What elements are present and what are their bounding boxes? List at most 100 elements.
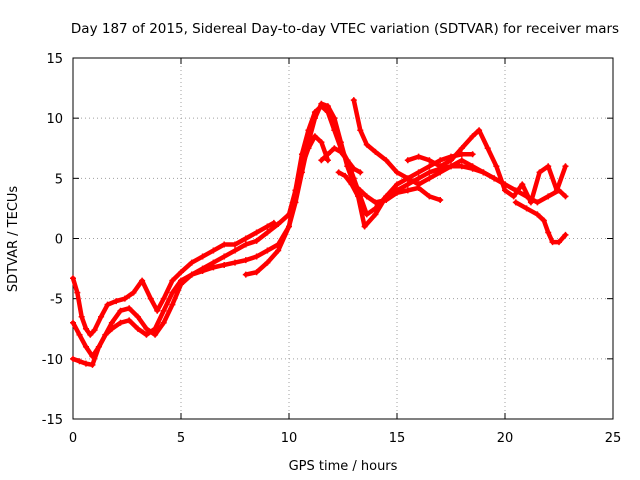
data-point xyxy=(404,175,411,182)
data-point xyxy=(70,275,76,282)
y-tick-label: -5 xyxy=(50,293,63,308)
data-point xyxy=(311,115,318,122)
data-point xyxy=(87,331,94,338)
data-point xyxy=(108,325,115,332)
data-point xyxy=(178,277,184,284)
y-tick-label: -15 xyxy=(42,413,63,428)
data-point xyxy=(113,298,120,305)
data-point xyxy=(527,199,534,206)
data-point xyxy=(108,319,115,326)
data-point xyxy=(523,205,530,212)
data-point xyxy=(117,307,124,314)
y-tick-label: 15 xyxy=(46,52,63,67)
data-point xyxy=(152,325,159,332)
data-point xyxy=(160,307,167,314)
data-point xyxy=(493,163,500,170)
data-point xyxy=(117,319,124,326)
data-point xyxy=(331,145,338,152)
data-point xyxy=(469,133,476,140)
data-point xyxy=(383,157,390,164)
data-point xyxy=(458,145,465,152)
data-point xyxy=(448,163,454,170)
data-point xyxy=(562,231,569,238)
data-point xyxy=(147,295,154,302)
data-point xyxy=(70,355,76,362)
data-point xyxy=(70,319,76,326)
y-tick-label: 0 xyxy=(55,233,63,248)
data-point xyxy=(426,163,433,170)
data-point xyxy=(91,326,98,333)
data-point xyxy=(426,157,433,164)
y-axis-label: SDTVAR / TECUs xyxy=(6,186,21,293)
data-point xyxy=(292,199,299,206)
data-point xyxy=(318,157,325,164)
data-point xyxy=(534,199,541,206)
data-point xyxy=(253,229,260,236)
data-point xyxy=(458,163,465,170)
data-point xyxy=(476,127,483,134)
series-track-8 xyxy=(404,127,569,206)
data-point xyxy=(253,269,260,276)
data-point xyxy=(210,264,217,271)
data-point xyxy=(394,169,400,176)
data-point xyxy=(519,181,526,188)
data-point xyxy=(286,223,292,230)
data-point xyxy=(348,181,355,188)
data-point xyxy=(562,193,569,200)
data-point xyxy=(264,247,271,254)
x-tick-label: 15 xyxy=(389,431,406,446)
data-point xyxy=(188,271,195,278)
data-point xyxy=(221,253,228,260)
series-line xyxy=(243,101,443,277)
x-tick-label: 10 xyxy=(281,431,298,446)
data-point xyxy=(324,103,331,110)
data-point xyxy=(415,153,422,160)
data-point xyxy=(95,343,102,350)
data-point xyxy=(242,235,249,242)
data-point xyxy=(221,261,228,268)
data-point xyxy=(298,169,305,176)
data-point xyxy=(78,313,85,320)
data-point xyxy=(344,157,351,164)
data-point xyxy=(372,199,379,206)
data-point xyxy=(350,175,357,182)
data-point xyxy=(536,169,543,176)
data-point xyxy=(335,169,342,176)
data-point xyxy=(264,259,271,266)
data-point xyxy=(415,169,422,176)
data-point xyxy=(545,163,552,170)
data-point xyxy=(357,169,364,176)
data-point xyxy=(437,196,444,203)
data-point xyxy=(232,241,238,248)
data-point xyxy=(253,237,260,244)
data-point xyxy=(232,259,238,266)
data-point xyxy=(199,253,206,260)
data-point xyxy=(556,239,562,246)
data-point xyxy=(363,141,370,148)
data-point xyxy=(143,325,150,332)
data-point xyxy=(160,319,167,326)
data-point xyxy=(199,267,206,274)
data-point xyxy=(394,181,400,188)
data-point xyxy=(139,277,146,284)
x-tick-label: 5 xyxy=(177,431,185,446)
x-tick-label: 20 xyxy=(497,431,514,446)
data-point xyxy=(337,139,344,146)
data-point xyxy=(82,343,89,350)
data-point xyxy=(337,148,344,155)
data-point xyxy=(76,358,83,365)
data-point xyxy=(510,193,517,200)
data-series xyxy=(70,97,569,368)
data-point xyxy=(426,193,433,200)
data-point xyxy=(221,241,228,248)
data-point xyxy=(426,169,433,176)
data-point xyxy=(102,331,109,338)
data-point xyxy=(484,145,491,152)
data-point xyxy=(372,148,379,155)
axis-ticks: 0 5 10 15 20 25 -15 -10 -5 0 5 10 15 xyxy=(42,52,622,446)
data-point xyxy=(562,163,569,170)
data-point xyxy=(469,165,476,172)
y-tick-label: -10 xyxy=(42,353,63,368)
data-point xyxy=(545,229,552,236)
